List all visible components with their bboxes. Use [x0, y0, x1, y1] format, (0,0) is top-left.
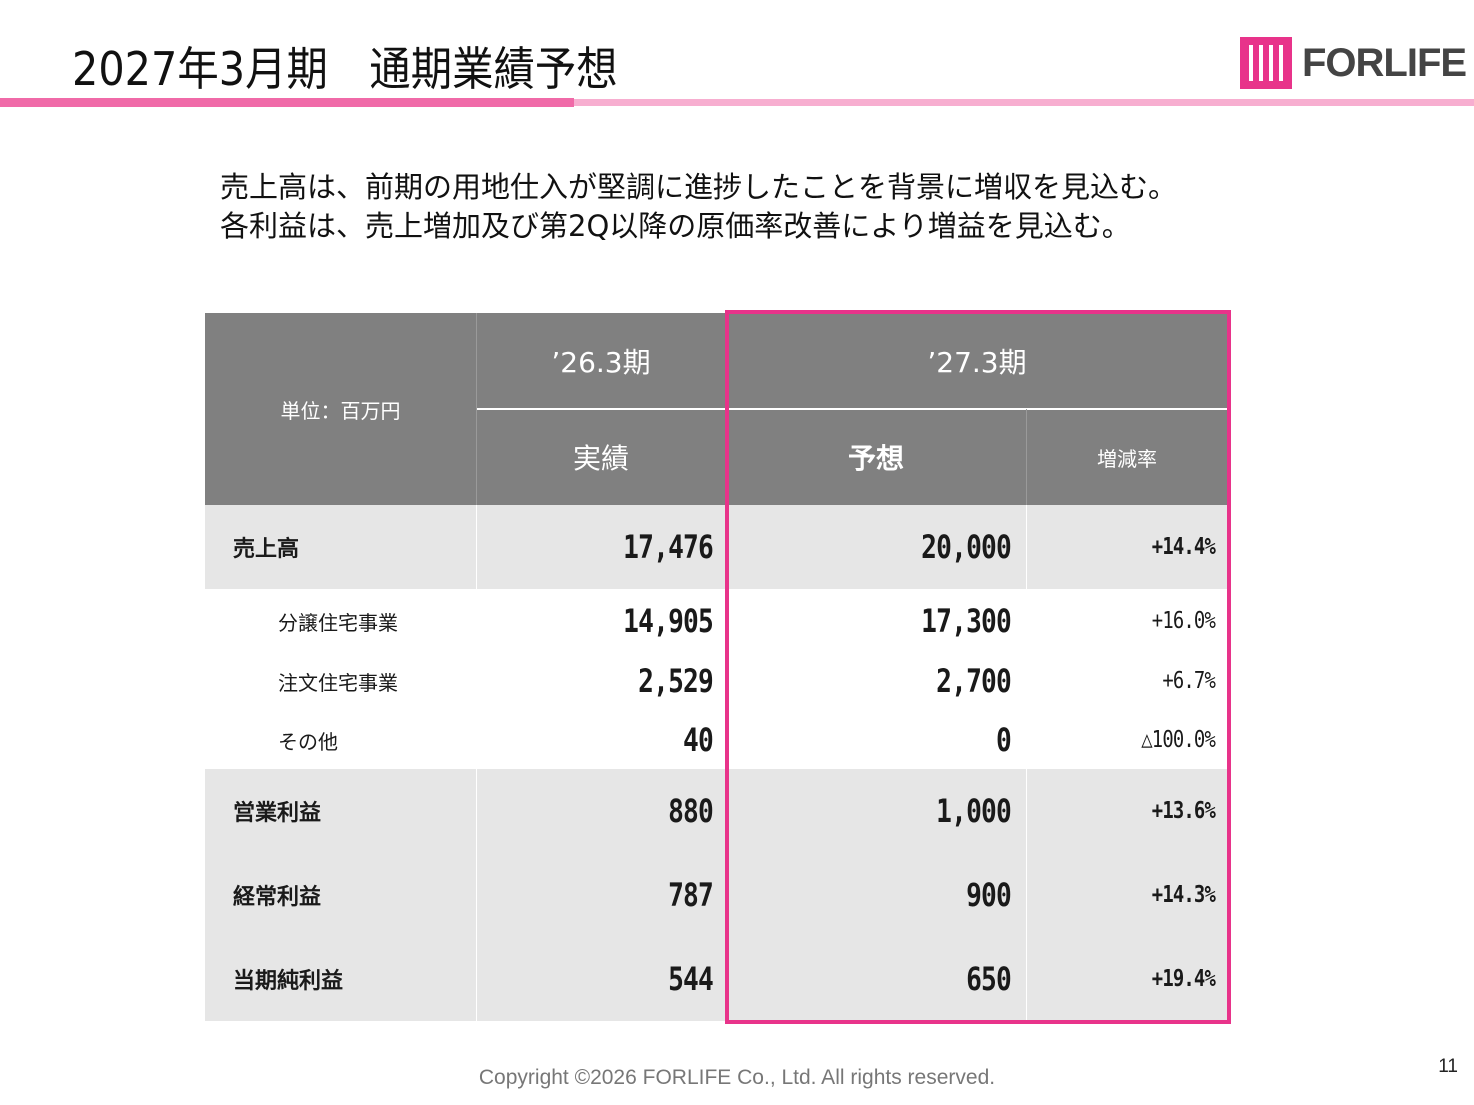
row-label-detached-housing: 分譲住宅事業: [278, 610, 398, 635]
custom-housing-change: +6.7%: [1162, 668, 1216, 694]
lead-text: 売上高は、前期の用地仕入が堅調に進捗したことを背景に増収を見込む。 各利益は、売…: [220, 168, 1177, 246]
row-label-other: その他: [278, 729, 338, 754]
lead-line-1: 売上高は、前期の用地仕入が堅調に進捗したことを背景に増収を見込む。: [220, 170, 1178, 204]
detached-housing-forecast: 17,300: [921, 602, 1012, 640]
forecast-column-header: 予想: [726, 409, 1026, 505]
ordinary-profit-forecast: 900: [966, 876, 1012, 914]
operating-profit-change: +13.6%: [1151, 798, 1216, 824]
period-prev-header: ’26.3期: [476, 313, 726, 409]
row-label-sales: 売上高: [233, 537, 300, 562]
logo-text: FORLIFE: [1302, 40, 1467, 85]
operating-profit-forecast: 1,000: [936, 792, 1012, 830]
ordinary-profit-change: +14.3%: [1151, 882, 1216, 908]
other-forecast: 0: [996, 721, 1012, 759]
period-next-header: ’27.3期: [726, 313, 1228, 409]
change-rate-column-header: 増減率: [1026, 409, 1228, 505]
profit-vline-1: [476, 769, 477, 1021]
header-vline-2: [1026, 409, 1027, 505]
sales-forecast: 20,000: [921, 528, 1012, 566]
detached-housing-change: +16.0%: [1151, 608, 1216, 634]
page-title: 2027年3月期 通期業績予想: [72, 42, 618, 96]
net-profit-forecast: 650: [966, 960, 1012, 998]
sales-vline-2: [1026, 505, 1027, 589]
row-label-net-profit: 当期純利益: [233, 969, 344, 994]
other-actual: 40: [683, 721, 714, 759]
ordinary-profit-actual: 787: [668, 876, 714, 914]
page-number: 11: [1438, 1056, 1458, 1077]
title-underline-dark: [0, 98, 574, 107]
net-profit-actual: 544: [668, 960, 714, 998]
header-divider: [476, 408, 1228, 410]
profit-rows-bg: [205, 769, 1228, 1021]
sales-vline-1: [476, 505, 477, 589]
net-profit-change: +19.4%: [1151, 966, 1216, 992]
row-bg-sales: [205, 505, 1228, 589]
custom-housing-forecast: 2,700: [936, 662, 1012, 700]
title-underline-light: [574, 99, 1474, 106]
operating-profit-actual: 880: [668, 792, 714, 830]
lead-line-2: 各利益は、売上増加及び第2Q以降の原価率改善により増益を見込む。: [220, 209, 1131, 243]
row-label-custom-housing: 注文住宅事業: [278, 670, 398, 695]
custom-housing-actual: 2,529: [638, 662, 714, 700]
actual-column-header: 実績: [476, 409, 726, 505]
row-label-operating-profit: 営業利益: [233, 801, 322, 826]
detached-housing-actual: 14,905: [623, 602, 714, 640]
header-vline-1: [476, 313, 477, 505]
profit-vline-2: [1026, 769, 1027, 1021]
row-label-ordinary-profit: 経常利益: [233, 885, 322, 910]
other-change: △100.0%: [1141, 727, 1216, 753]
copyright-footer: Copyright ©2026 FORLIFE Co., Ltd. All ri…: [478, 1066, 996, 1089]
unit-label: 単位：百万円: [205, 313, 476, 505]
forecast-highlight-frame: [725, 310, 1231, 1024]
logo-mark-icon: [1240, 37, 1292, 89]
company-logo: FORLIFE: [1240, 36, 1467, 90]
sales-actual: 17,476: [623, 528, 714, 566]
forecast-table: 単位：百万円 ’26.3期 ’27.3期 実績 予想 増減率 売上高 17,47…: [205, 313, 1228, 1021]
sales-change: +14.4%: [1151, 534, 1216, 560]
